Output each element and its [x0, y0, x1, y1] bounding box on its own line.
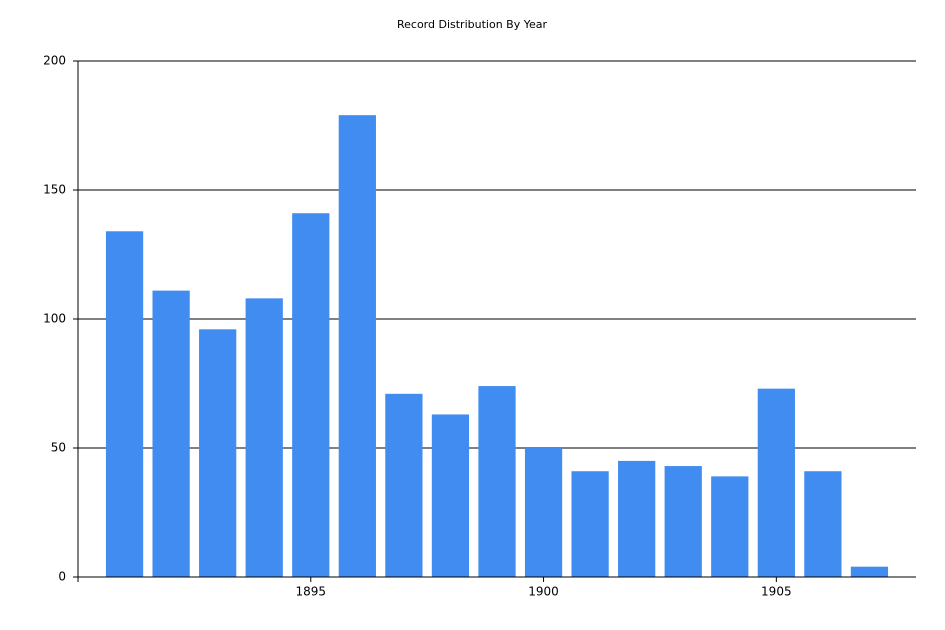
- y-tick-label: 0: [58, 570, 66, 584]
- y-tick-label: 100: [43, 312, 66, 326]
- y-tick-label: 150: [43, 183, 66, 197]
- bar: [385, 393, 423, 577]
- bar: [152, 290, 190, 577]
- bar: [478, 386, 516, 577]
- bar: [571, 471, 609, 577]
- bar: [711, 476, 749, 577]
- bar: [338, 115, 376, 578]
- x-tick-label: 1905: [761, 585, 792, 599]
- bar: [664, 466, 702, 577]
- bar: [292, 213, 330, 577]
- bar: [431, 414, 470, 577]
- bar: [850, 566, 889, 577]
- bar: [199, 329, 237, 577]
- bar: [245, 298, 283, 577]
- x-tick-label: 1895: [296, 585, 327, 599]
- y-tick-label: 200: [43, 54, 66, 68]
- bar: [524, 448, 563, 577]
- y-tick-label: 50: [51, 441, 66, 455]
- bar: [804, 471, 842, 577]
- bar: [105, 231, 144, 577]
- x-tick-label: 1900: [528, 585, 559, 599]
- bar: [757, 388, 795, 577]
- bar: [618, 460, 656, 577]
- chart-title: Record Distribution By Year: [397, 18, 547, 31]
